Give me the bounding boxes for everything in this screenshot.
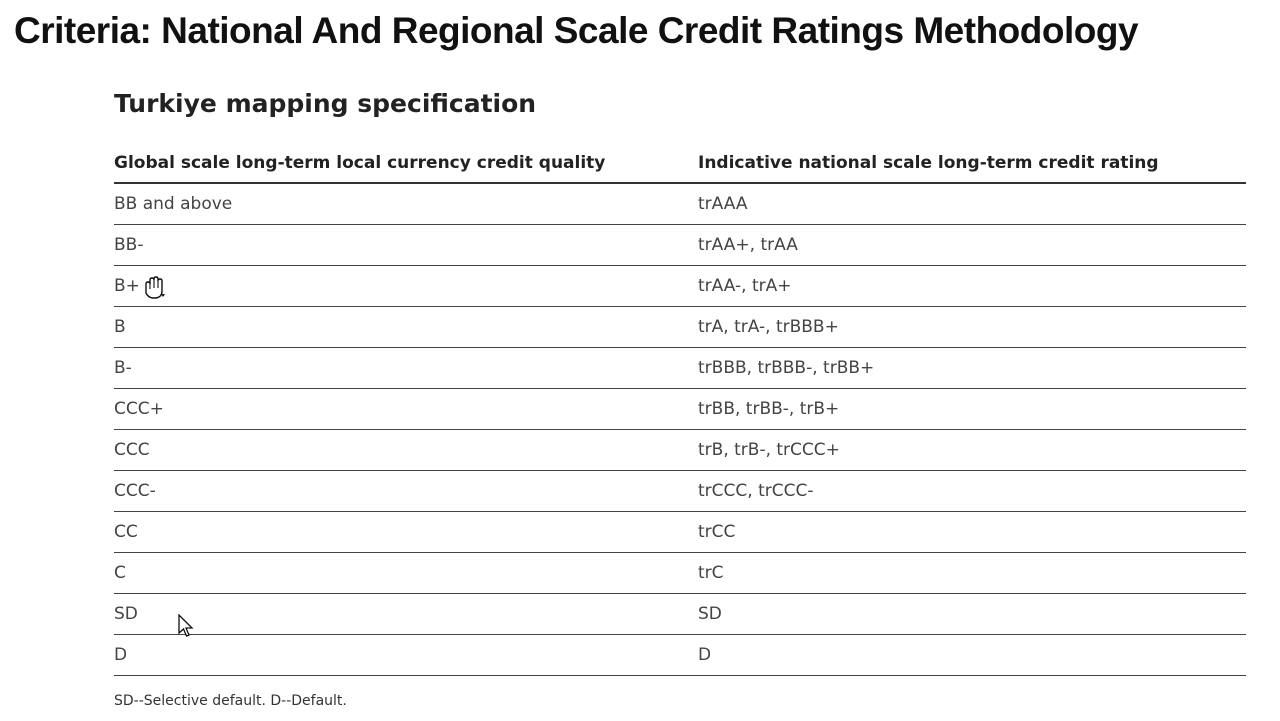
table-row: CCC+ trBB, trBB-, trB+ xyxy=(114,389,1246,430)
section-title: Turkiye mapping specification xyxy=(114,89,537,118)
cell-global-scale: CCC+ xyxy=(114,399,164,419)
table-row: B-trBBB, trBBB-, trBB+ xyxy=(114,348,1246,389)
cell-national-scale: trCC xyxy=(698,522,736,542)
cell-global-scale: SD xyxy=(114,604,138,624)
cell-global-scale: BB and above xyxy=(114,194,233,214)
cell-global-scale: CC xyxy=(114,522,138,542)
footnote: SD--Selective default. D--Default. xyxy=(114,693,347,709)
table-row: BB-trAA+, trAA xyxy=(114,225,1246,266)
header-national-scale: Indicative national scale long-term cred… xyxy=(698,152,1159,173)
table-row: BB and above trAAA xyxy=(114,184,1246,225)
cell-global-scale: CCC xyxy=(114,440,150,460)
table-row: CCC-trCCC, trCCC- xyxy=(114,471,1246,512)
cell-global-scale: B- xyxy=(114,358,132,378)
cell-global-scale: C xyxy=(114,563,126,583)
page-title: Criteria: National And Regional Scale Cr… xyxy=(14,10,1139,51)
cell-global-scale: D xyxy=(114,645,128,665)
cell-national-scale: SD xyxy=(698,604,722,624)
cell-national-scale: trBB, trBB-, trB+ xyxy=(698,399,840,419)
cell-national-scale: trB, trB-, trCCC+ xyxy=(698,440,840,460)
table-body: BB and above trAAA BB-trAA+, trAA B+ trAA-, … xyxy=(114,184,1246,676)
table-row: CCC trB, trB-, trCCC+ xyxy=(114,430,1246,471)
cell-global-scale: B+ xyxy=(114,276,140,296)
cell-global-scale: CCC- xyxy=(114,481,156,501)
cell-national-scale: trC xyxy=(698,563,724,583)
cell-national-scale: trAA-, trA+ xyxy=(698,276,792,296)
cell-national-scale: trAA+, trAA xyxy=(698,235,798,255)
table-row: B+ trAA-, trA+ xyxy=(114,266,1246,307)
cell-global-scale: B xyxy=(114,317,126,337)
header-global-scale: Global scale long-term local currency cr… xyxy=(114,152,606,173)
cell-national-scale: trCCC, trCCC- xyxy=(698,481,814,501)
cell-national-scale: D xyxy=(698,645,712,665)
cell-national-scale: trBBB, trBBB-, trBB+ xyxy=(698,358,875,378)
cell-national-scale: trA, trA-, trBBB+ xyxy=(698,317,839,337)
mapping-table: Global scale long-term local currency cr… xyxy=(114,143,1246,676)
cell-national-scale: trAAA xyxy=(698,194,748,214)
table-row: SD SD xyxy=(114,594,1246,635)
table-row: CC trCC xyxy=(114,512,1246,553)
cell-global-scale: BB- xyxy=(114,235,144,255)
table-header-row: Global scale long-term local currency cr… xyxy=(114,143,1246,184)
